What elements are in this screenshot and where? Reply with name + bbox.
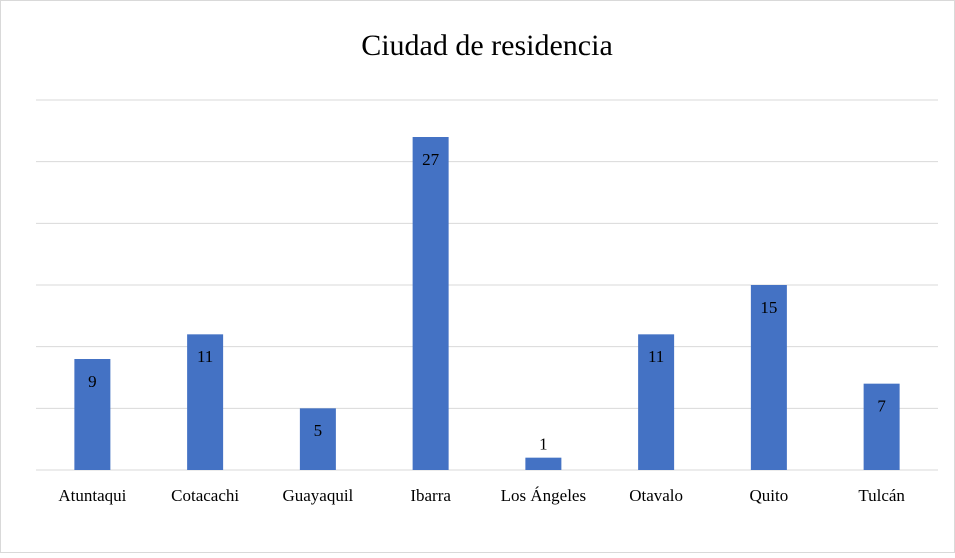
data-label: 7	[877, 397, 886, 416]
chart-title: Ciudad de residencia	[361, 29, 613, 62]
data-label: 5	[314, 421, 323, 440]
x-tick-label: Cotacachi	[171, 486, 239, 505]
x-tick-label: Guayaquil	[282, 486, 353, 505]
data-label: 1	[539, 435, 548, 454]
bar	[525, 457, 562, 470]
data-label: 11	[197, 347, 213, 366]
bar	[638, 334, 675, 470]
data-label: 15	[760, 298, 777, 317]
x-tick-label: Quito	[750, 486, 789, 505]
bar	[299, 408, 336, 470]
bar	[187, 334, 224, 470]
bar	[750, 285, 787, 470]
data-label: 11	[648, 347, 664, 366]
bar	[863, 383, 900, 470]
bar	[74, 359, 111, 470]
data-label: 9	[88, 372, 97, 391]
x-tick-label: Tulcán	[858, 486, 905, 505]
data-label: 27	[422, 150, 440, 169]
bar	[412, 137, 449, 470]
x-tick-label: Los Ángeles	[501, 486, 586, 505]
x-tick-label: Atuntaqui	[58, 486, 126, 505]
x-tick-label: Ibarra	[410, 486, 451, 505]
x-tick-label: Otavalo	[629, 486, 683, 505]
